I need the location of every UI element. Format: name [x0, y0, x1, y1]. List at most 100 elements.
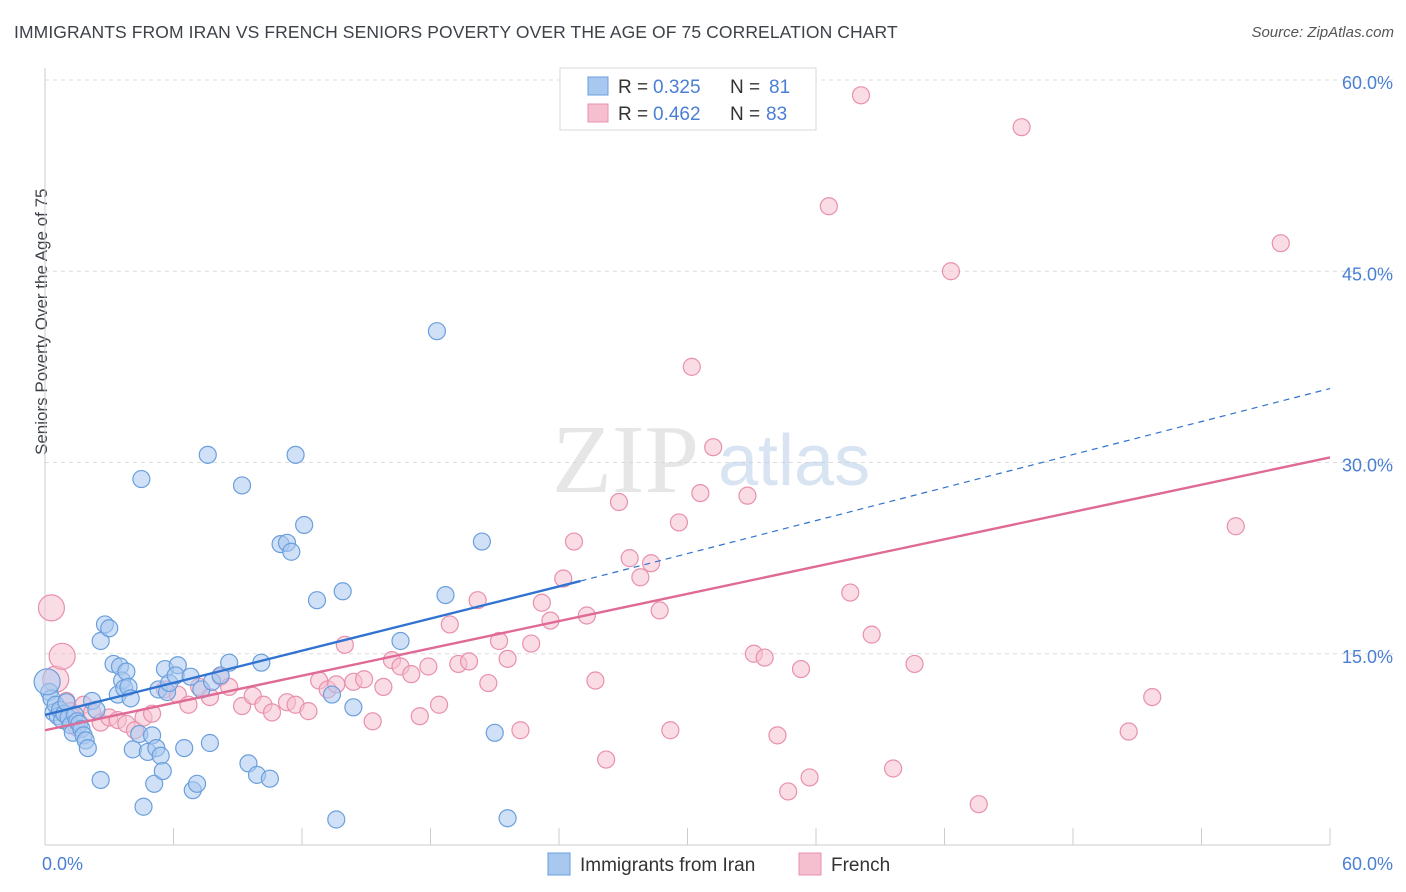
iran-point [260, 769, 279, 788]
legend-n-label-2: N = [730, 104, 760, 125]
chart-title: IMMIGRANTS FROM IRAN VS FRENCH SENIORS P… [14, 22, 898, 42]
french-point [498, 649, 517, 668]
french-point [800, 768, 819, 787]
french-point [620, 549, 639, 568]
french-point [419, 657, 438, 676]
legend-n-label-1: N = [730, 77, 760, 98]
french-point [641, 554, 661, 573]
french-point [851, 86, 871, 105]
y-tick-labels: 15.0% 30.0% 45.0% 60.0% [1342, 73, 1393, 667]
legend-r-value-1: 0.325 [653, 77, 701, 98]
legend-n-value-2: 83 [766, 104, 787, 125]
iran-point [91, 631, 110, 651]
bottom-legend-label-iran: Immigrants from Iran [580, 855, 755, 876]
iran-point [187, 774, 207, 793]
legend-r-label-1: R = [618, 77, 648, 98]
french-point [363, 712, 382, 731]
french-point [554, 569, 573, 588]
iran-point [151, 746, 170, 765]
y-tick-label: 15.0% [1342, 647, 1393, 667]
french-point [738, 486, 757, 505]
french-point [489, 631, 509, 651]
french-point [37, 594, 66, 622]
iran-point [327, 810, 346, 829]
french-point [791, 659, 811, 679]
iran-point [344, 698, 363, 717]
iran-point [134, 797, 153, 816]
french-point [374, 677, 393, 697]
french-point [299, 702, 318, 721]
french-point [479, 673, 498, 693]
french-point [597, 750, 616, 769]
iran-point [232, 476, 252, 495]
iran-point [145, 774, 164, 793]
french-point [586, 671, 605, 690]
iran-point [307, 591, 327, 610]
iran-point [132, 469, 151, 489]
french-point [429, 695, 449, 714]
iran-point [436, 585, 455, 605]
source-label: Source: ZipAtlas.com [1251, 24, 1394, 41]
x-tick-label: 60.0% [1342, 854, 1393, 874]
x-tick-labels: 0.0% 60.0% [42, 854, 1393, 874]
french-point [402, 665, 421, 684]
french-point [768, 726, 787, 745]
french-point [779, 782, 798, 801]
french-point [459, 652, 479, 671]
iran-point [78, 738, 97, 758]
bottom-legend: Immigrants from Iran French [547, 852, 890, 876]
french-point [661, 721, 680, 740]
bottom-legend-label-french: French [831, 855, 890, 876]
legend-r-label-2: R = [618, 104, 648, 125]
french-point [682, 357, 701, 376]
axes [44, 68, 1331, 846]
french-point [1119, 722, 1138, 741]
iran-point [391, 631, 410, 651]
legend-n-value-1: 81 [769, 77, 790, 98]
french-point [1271, 234, 1290, 253]
iran-point [427, 322, 447, 341]
legend-swatch-pink [587, 103, 609, 123]
trend-lines [44, 387, 1331, 732]
iran-trend-line [44, 579, 581, 717]
french-point [883, 759, 903, 778]
iran-point [153, 761, 172, 781]
french-point [691, 484, 710, 503]
french-point [905, 654, 924, 674]
iran-point [100, 619, 119, 638]
french-point [1226, 517, 1245, 536]
french-point [511, 721, 530, 740]
iran-trend-extension [580, 387, 1331, 582]
french-point [755, 648, 774, 667]
french-point [468, 591, 487, 610]
iran-point [322, 685, 342, 704]
iran-point [333, 582, 352, 601]
iran-point [485, 723, 504, 742]
french-point [969, 795, 988, 814]
french-point [704, 438, 723, 457]
french-point [819, 197, 838, 216]
legend-swatch-blue [587, 76, 609, 96]
iran-point [33, 668, 61, 696]
legend-r-value-2: 0.462 [653, 104, 701, 125]
french-point [609, 492, 629, 512]
bottom-legend-swatch-blue [547, 852, 571, 876]
grid-lines [45, 79, 1395, 655]
bottom-legend-swatch-pink [798, 852, 822, 876]
french-point [522, 634, 541, 653]
iran-point [117, 662, 136, 681]
x-tick-label: 0.0% [42, 854, 83, 874]
french-point [440, 615, 459, 634]
french-point [48, 642, 76, 670]
iran-point [198, 445, 217, 464]
french-point [841, 583, 860, 602]
french-trend-line [44, 456, 1331, 732]
y-tick-label: 60.0% [1342, 73, 1393, 93]
iran-point [91, 770, 110, 790]
french-point [355, 670, 374, 689]
y-tick-label: 30.0% [1342, 456, 1393, 476]
french-point [1012, 118, 1031, 137]
y-tick-label: 45.0% [1342, 264, 1393, 284]
top-legend: R = 0.325 N = 81 R = 0.462 N = 83 [559, 67, 817, 131]
